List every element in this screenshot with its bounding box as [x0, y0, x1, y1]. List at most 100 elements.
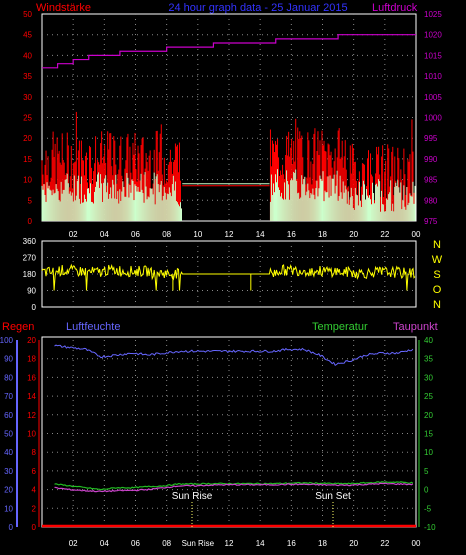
temperature-axis-tick: 30	[424, 373, 433, 382]
bottom-time-tick: 06	[131, 539, 140, 548]
bottom-time-tick: 18	[318, 539, 327, 548]
humidity-axis-tick: 20	[4, 486, 13, 495]
wind-title: Windstärke	[36, 2, 91, 14]
temperature-line	[54, 481, 414, 491]
wind-axis-tick: 35	[23, 72, 32, 81]
wind-axis-tick: 45	[23, 31, 32, 40]
rain-label: Regen	[2, 321, 34, 333]
pressure-axis-tick: 990	[424, 155, 438, 164]
wind-axis-tick: 10	[23, 176, 32, 185]
pressure-axis-tick: 1015	[424, 51, 442, 60]
temperature-axis-tick: 35	[424, 355, 433, 364]
temperature-axis-tick: 20	[424, 411, 433, 420]
rain-axis-tick: 6	[32, 467, 37, 476]
wind-time-tick: 02	[69, 230, 78, 239]
bottom-time-tick: 00	[412, 539, 421, 548]
compass-label: S	[433, 269, 440, 281]
rain-axis-tick: 12	[27, 411, 36, 420]
humidity-axis-tick: 40	[4, 448, 13, 457]
humidity-axis-tick: 10	[4, 504, 13, 513]
wind-time-tick: 18	[318, 230, 327, 239]
temperature-axis-tick: -10	[424, 523, 436, 532]
wind-axis-tick: 50	[23, 10, 32, 19]
pressure-axis-tick: 1000	[424, 114, 442, 123]
temperature-axis-tick: 15	[424, 430, 433, 439]
pressure-axis-tick: 1010	[424, 72, 442, 81]
bottom-time-tick: 22	[380, 539, 389, 548]
wind-time-tick: 20	[349, 230, 358, 239]
wind-time-tick: 04	[100, 230, 109, 239]
temperature-axis-tick: -5	[424, 504, 432, 513]
wind-axis-tick: 0	[28, 217, 33, 226]
direction-axis-tick: 270	[23, 254, 37, 263]
wind-axis-tick: 40	[23, 51, 32, 60]
compass-label: N	[433, 239, 441, 251]
direction-axis-tick: 180	[23, 270, 37, 279]
rain-axis-tick: 18	[27, 355, 36, 364]
sunset-label: Sun Set	[315, 491, 351, 502]
temperature-axis-tick: 40	[424, 336, 433, 345]
rain-axis-tick: 14	[27, 392, 36, 401]
humidity-axis-tick: 70	[4, 392, 13, 401]
wind-time-tick: 06	[131, 230, 140, 239]
bottom-time-tick: 16	[287, 539, 296, 548]
temperature-axis-tick: 10	[424, 448, 433, 457]
pressure-axis-tick: 975	[424, 217, 438, 226]
pressure-axis-tick: 1005	[424, 93, 442, 102]
temperature-label: Temperatur	[312, 321, 368, 333]
pressure-axis-tick: 985	[424, 176, 438, 185]
pressure-axis-tick: 1020	[424, 31, 442, 40]
bottom-time-tick: 12	[225, 539, 234, 548]
dewpoint-label: Taupunkt	[393, 321, 438, 333]
rain-axis-tick: 4	[32, 486, 37, 495]
wind-axis-tick: 20	[23, 134, 32, 143]
pressure-axis-tick: 1025	[424, 10, 442, 19]
humidity-axis-tick: 80	[4, 373, 13, 382]
humidity-axis-tick: 0	[9, 523, 14, 532]
rain-axis-tick: 20	[27, 336, 36, 345]
pressure-axis-tick: 980	[424, 196, 438, 205]
wind-axis-tick: 30	[23, 93, 32, 102]
pressure-axis-tick: 995	[424, 134, 438, 143]
rain-axis-tick: 16	[27, 373, 36, 382]
bottom-time-tick: 04	[100, 539, 109, 548]
direction-axis-tick: 0	[32, 303, 37, 312]
dewpoint-line	[54, 482, 414, 493]
chart-title: 24 hour graph data - 25 Januar 2015	[168, 2, 347, 14]
humidity-axis-tick: 90	[4, 355, 13, 364]
wind-time-tick: 10	[193, 230, 202, 239]
wind-time-tick: 22	[380, 230, 389, 239]
bottom-time-tick: 08	[162, 539, 171, 548]
wind-time-tick: 14	[256, 230, 265, 239]
direction-axis-tick: 360	[23, 237, 37, 246]
temperature-axis-tick: 5	[424, 467, 429, 476]
wind-axis-tick: 15	[23, 155, 32, 164]
wind-axis-tick: 5	[28, 196, 33, 205]
temperature-axis-tick: 25	[424, 392, 433, 401]
rain-axis-tick: 2	[32, 504, 37, 513]
compass-label: N	[433, 299, 441, 311]
wind-time-tick: 12	[225, 230, 234, 239]
bottom-time-tick: Sun Rise	[182, 539, 215, 548]
humidity-axis-tick: 50	[4, 430, 13, 439]
compass-label: W	[432, 254, 443, 266]
rain-axis-tick: 8	[32, 448, 37, 457]
pressure-line	[42, 34, 416, 69]
compass-label: O	[433, 284, 442, 296]
wind-time-tick: 00	[412, 230, 421, 239]
humidity-axis-tick: 30	[4, 467, 13, 476]
pressure-title: Luftdruck	[372, 2, 418, 14]
wind-time-tick: 16	[287, 230, 296, 239]
bottom-time-tick: 02	[69, 539, 78, 548]
bottom-time-tick: 14	[256, 539, 265, 548]
wind-axis-tick: 25	[23, 114, 32, 123]
bottom-time-tick: 20	[349, 539, 358, 548]
direction-line	[41, 263, 416, 291]
direction-axis-tick: 90	[27, 287, 36, 296]
rain-axis-tick: 10	[27, 430, 36, 439]
rain-axis-tick: 0	[32, 523, 37, 532]
humidity-axis-tick: 60	[4, 411, 13, 420]
temperature-axis-tick: 0	[424, 486, 429, 495]
sunrise-label: Sun Rise	[172, 491, 213, 502]
